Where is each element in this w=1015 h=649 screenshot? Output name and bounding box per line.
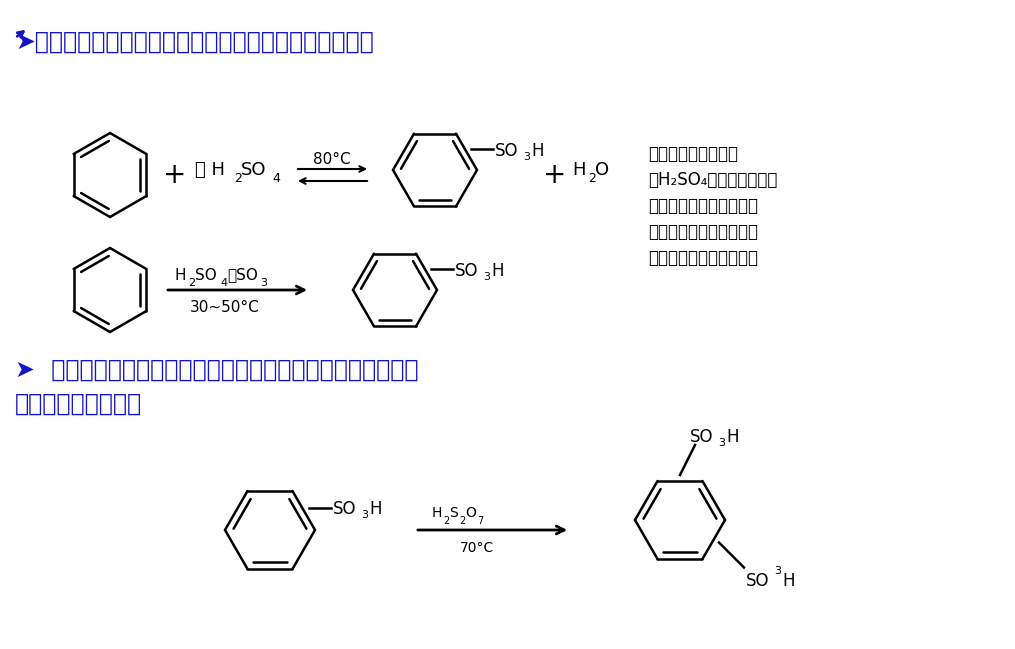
Text: +: +	[543, 161, 566, 189]
Text: O: O	[595, 161, 609, 179]
Text: 变慢，水解速度加快，故: 变慢，水解速度加快，故	[648, 197, 758, 215]
Text: 2: 2	[459, 516, 465, 526]
Text: 2: 2	[443, 516, 450, 526]
Text: O: O	[465, 506, 476, 520]
Text: SO: SO	[456, 262, 479, 280]
Text: 70°C: 70°C	[460, 541, 494, 555]
Text: 2: 2	[234, 171, 242, 184]
Text: 常用发烟硫酸进行碘化，: 常用发烟硫酸进行碘化，	[648, 223, 758, 241]
Text: H: H	[491, 262, 503, 280]
Text: 80°C: 80°C	[314, 151, 351, 167]
Text: 3: 3	[483, 272, 490, 282]
Text: SO: SO	[495, 142, 519, 160]
Text: ➤  若在较高温度下反应，则苯磺酸可进一步生成苯二磺酸，且: ➤ 若在较高温度下反应，则苯磺酸可进一步生成苯二磺酸，且	[15, 358, 418, 382]
Text: 使H₂SO₄变稀，碘化速度: 使H₂SO₄变稀，碘化速度	[648, 171, 777, 189]
Text: SO: SO	[195, 267, 217, 282]
Text: H: H	[532, 142, 544, 160]
Text: ➤苯与浓硫酸在加热下或与发烟硫酸作用，生成苯磺酸。: ➤苯与浓硫酸在加热下或与发烟硫酸作用，生成苯磺酸。	[15, 30, 374, 54]
Text: +: +	[163, 161, 187, 189]
Text: H: H	[432, 506, 443, 520]
Text: 3: 3	[774, 567, 781, 576]
Text: 浓 H: 浓 H	[195, 161, 225, 179]
Text: SO: SO	[690, 428, 714, 446]
Text: H: H	[726, 428, 739, 446]
Text: 4: 4	[272, 171, 280, 184]
Text: 3: 3	[361, 511, 368, 520]
Text: 3: 3	[260, 278, 267, 288]
Text: ，SO: ，SO	[227, 267, 258, 282]
Text: SO: SO	[746, 572, 769, 591]
Text: 3: 3	[524, 152, 531, 162]
Text: 30~50°C: 30~50°C	[190, 300, 260, 315]
Text: S: S	[449, 506, 458, 520]
Text: 以减少可逆反应的发生。: 以减少可逆反应的发生。	[648, 249, 758, 267]
Text: H: H	[369, 500, 382, 519]
Text: SO: SO	[241, 161, 267, 179]
Text: 2: 2	[588, 171, 596, 184]
Text: 4: 4	[220, 278, 227, 288]
Text: 3: 3	[718, 438, 725, 448]
Text: H: H	[782, 572, 795, 591]
Text: 主要生成间位产物。: 主要生成间位产物。	[15, 392, 142, 416]
Text: H: H	[572, 161, 586, 179]
Text: 反应可逆，生成的水: 反应可逆，生成的水	[648, 145, 738, 163]
Text: SO: SO	[333, 500, 356, 519]
Text: 2: 2	[188, 278, 195, 288]
Text: H: H	[175, 267, 187, 282]
Text: 7: 7	[477, 516, 483, 526]
